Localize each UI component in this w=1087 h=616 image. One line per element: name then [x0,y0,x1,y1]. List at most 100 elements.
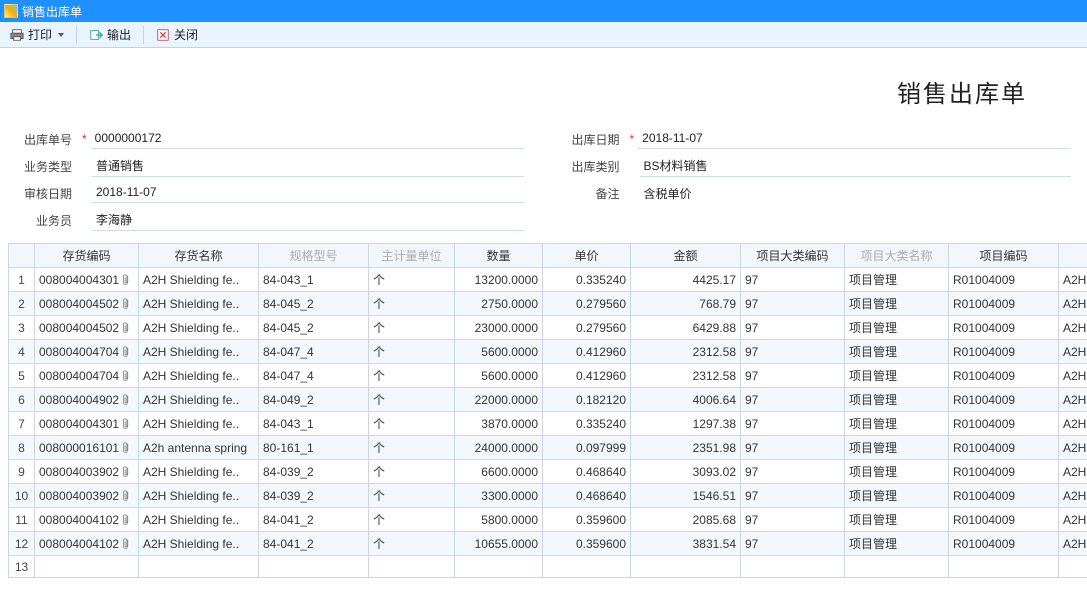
close-button[interactable]: 关闭 [150,24,204,45]
empty-cell[interactable] [139,556,259,578]
cell-price[interactable]: 0.097999 [543,436,631,460]
cell-catname[interactable]: 项目管理 [845,364,949,388]
table-row[interactable]: 1008004004301A2H Shielding fe..84-043_1个… [9,268,1087,292]
cell-code[interactable]: 008004004704 [35,340,139,364]
empty-cell[interactable] [949,556,1059,578]
cell-price[interactable]: 0.412960 [543,340,631,364]
cell-code[interactable]: 008000016101 [35,436,139,460]
cell-code[interactable]: 008004003902 [35,460,139,484]
cell-amount[interactable]: 3831.54 [631,532,741,556]
table-row[interactable]: 6008004004902A2H Shielding fe..84-049_2个… [9,388,1087,412]
cell-projcode[interactable]: R01004009 [949,316,1059,340]
cell-spec[interactable]: 84-045_2 [259,316,369,340]
cell-catcode[interactable]: 97 [741,532,845,556]
cell-catname[interactable]: 项目管理 [845,340,949,364]
cell-extra[interactable]: A2H [1059,508,1087,532]
cell-amount[interactable]: 3093.02 [631,460,741,484]
cell-name[interactable]: A2H Shielding fe.. [139,364,259,388]
cell-catname[interactable]: 项目管理 [845,532,949,556]
cell-catname[interactable]: 项目管理 [845,292,949,316]
cell-name[interactable]: A2h antenna spring [139,436,259,460]
cell-name[interactable]: A2H Shielding fe.. [139,316,259,340]
empty-cell[interactable] [259,556,369,578]
table-row[interactable]: 5008004004704A2H Shielding fe..84-047_4个… [9,364,1087,388]
cell-catcode[interactable]: 97 [741,364,845,388]
cell-extra[interactable]: A2H [1059,460,1087,484]
cell-catcode[interactable]: 97 [741,412,845,436]
cell-qty[interactable]: 23000.0000 [455,316,543,340]
cell-extra[interactable]: A2H [1059,292,1087,316]
column-header[interactable]: 项目编码 [949,244,1059,268]
cell-extra[interactable]: A2H [1059,388,1087,412]
cell-qty[interactable]: 5800.0000 [455,508,543,532]
cell-price[interactable]: 0.468640 [543,460,631,484]
cell-qty[interactable]: 10655.0000 [455,532,543,556]
cell-name[interactable]: A2H Shielding fe.. [139,292,259,316]
cell-qty[interactable]: 5600.0000 [455,340,543,364]
cell-catname[interactable]: 项目管理 [845,484,949,508]
cell-price[interactable]: 0.359600 [543,532,631,556]
empty-cell[interactable] [631,556,741,578]
cell-uom[interactable]: 个 [369,292,455,316]
cell-qty[interactable]: 3870.0000 [455,412,543,436]
table-row[interactable]: 2008004004502A2H Shielding fe..84-045_2个… [9,292,1087,316]
cell-catname[interactable]: 项目管理 [845,388,949,412]
cell-uom[interactable]: 个 [369,388,455,412]
cell-catcode[interactable]: 97 [741,460,845,484]
cell-price[interactable]: 0.279560 [543,292,631,316]
cell-price[interactable]: 0.182120 [543,388,631,412]
column-header[interactable]: 项目大类名称 [845,244,949,268]
cell-qty[interactable]: 13200.0000 [455,268,543,292]
cell-amount[interactable]: 2312.58 [631,364,741,388]
form-value[interactable]: 李海静 [92,209,524,231]
cell-amount[interactable]: 6429.88 [631,316,741,340]
cell-name[interactable]: A2H Shielding fe.. [139,340,259,364]
table-row[interactable]: 13 [9,556,1087,578]
cell-catcode[interactable]: 97 [741,340,845,364]
cell-catcode[interactable]: 97 [741,484,845,508]
cell-extra[interactable]: A2H [1059,532,1087,556]
column-header[interactable]: 存货名称 [139,244,259,268]
cell-extra[interactable]: A2H [1059,364,1087,388]
empty-cell[interactable] [845,556,949,578]
cell-uom[interactable]: 个 [369,532,455,556]
cell-projcode[interactable]: R01004009 [949,388,1059,412]
cell-uom[interactable]: 个 [369,508,455,532]
cell-name[interactable]: A2H Shielding fe.. [139,388,259,412]
empty-cell[interactable] [455,556,543,578]
cell-price[interactable]: 0.359600 [543,508,631,532]
form-value[interactable]: 2018-11-07 [92,183,524,203]
empty-cell[interactable] [1059,556,1087,578]
cell-uom[interactable]: 个 [369,316,455,340]
cell-uom[interactable]: 个 [369,460,455,484]
cell-name[interactable]: A2H Shielding fe.. [139,508,259,532]
cell-amount[interactable]: 2312.58 [631,340,741,364]
table-row[interactable]: 9008004003902A2H Shielding fe..84-039_2个… [9,460,1087,484]
cell-qty[interactable]: 3300.0000 [455,484,543,508]
cell-amount[interactable]: 4006.64 [631,388,741,412]
cell-projcode[interactable]: R01004009 [949,268,1059,292]
form-value[interactable]: BS材料销售 [640,155,1072,177]
table-row[interactable]: 10008004003902A2H Shielding fe..84-039_2… [9,484,1087,508]
cell-spec[interactable]: 84-039_2 [259,484,369,508]
cell-code[interactable]: 008004004102 [35,532,139,556]
cell-catname[interactable]: 项目管理 [845,436,949,460]
cell-projcode[interactable]: R01004009 [949,508,1059,532]
table-row[interactable]: 8008000016101A2h antenna spring80-161_1个… [9,436,1087,460]
cell-amount[interactable]: 4425.17 [631,268,741,292]
cell-code[interactable]: 008004004502 [35,316,139,340]
cell-amount[interactable]: 2085.68 [631,508,741,532]
cell-name[interactable]: A2H Shielding fe.. [139,460,259,484]
cell-catcode[interactable]: 97 [741,316,845,340]
cell-projcode[interactable]: R01004009 [949,532,1059,556]
cell-spec[interactable]: 84-047_4 [259,340,369,364]
cell-projcode[interactable]: R01004009 [949,460,1059,484]
cell-code[interactable]: 008004004704 [35,364,139,388]
cell-uom[interactable]: 个 [369,268,455,292]
cell-projcode[interactable]: R01004009 [949,484,1059,508]
cell-price[interactable]: 0.279560 [543,316,631,340]
export-button[interactable]: 输出 [83,24,137,45]
cell-catcode[interactable]: 97 [741,436,845,460]
cell-qty[interactable]: 2750.0000 [455,292,543,316]
cell-code[interactable]: 008004004902 [35,388,139,412]
